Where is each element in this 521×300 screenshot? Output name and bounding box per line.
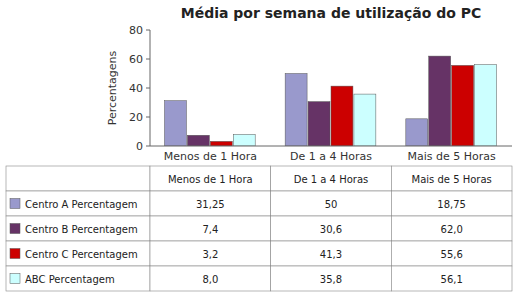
- table-value: 41,3: [320, 249, 342, 260]
- x-axis-line: [150, 146, 512, 147]
- y-tick-label: 40: [129, 82, 143, 95]
- y-tick-label: 0: [136, 140, 143, 153]
- legend-swatch: [10, 199, 20, 209]
- y-axis-line: [150, 30, 151, 146]
- x-tick-label: Menos de 1 Hora: [164, 150, 257, 163]
- table-cell: [6, 241, 150, 266]
- data-table: Menos de 1 Hora De 1 a 4 Horas Mais de 5 H…: [6, 166, 512, 291]
- bar: [475, 65, 497, 146]
- table-cell: [391, 191, 512, 216]
- title: Média por semana de utilização do PC: [181, 5, 481, 21]
- bar: [210, 141, 232, 146]
- table-value: 50: [325, 199, 338, 210]
- bar: [308, 102, 330, 146]
- table-cell: [271, 241, 392, 266]
- table-value: 18,75: [437, 199, 466, 210]
- bar: [331, 86, 353, 146]
- table-value: 56,1: [441, 274, 463, 285]
- table-cell: [6, 191, 150, 216]
- table-value: 7,4: [202, 224, 218, 235]
- bars: [164, 56, 496, 146]
- x-tick-label: Mais de 5 Horas: [408, 150, 497, 163]
- y-tick-label: 80: [129, 24, 143, 37]
- y-axis: 0 20 40 60 80: [129, 24, 150, 153]
- table-cell: [391, 266, 512, 291]
- bar: [452, 65, 474, 146]
- table-cell: [150, 191, 271, 216]
- table-cell: [271, 166, 392, 191]
- bar: [354, 94, 376, 146]
- table-value: 8,0: [202, 274, 218, 285]
- y-tick: [146, 146, 150, 147]
- table-header: Mais de 5 Horas: [412, 174, 492, 185]
- chart-container: Média por semana de utilização do PC 0 20 4…: [0, 0, 521, 300]
- table-header: De 1 a 4 Horas: [294, 174, 369, 185]
- legend-label: ABC Percentagem: [25, 274, 115, 285]
- table-cell: [391, 216, 512, 241]
- y-tick: [146, 117, 150, 118]
- table-cell: [391, 166, 512, 191]
- legend-label: Centro A Percentagem: [25, 199, 138, 210]
- x-tick-label: De 1 a 4 Horas: [290, 150, 372, 163]
- bar: [164, 101, 186, 146]
- legend-swatch: [10, 274, 20, 284]
- table-cell: [6, 266, 150, 291]
- table-cell: [150, 266, 271, 291]
- chart: Média por semana de utilização do PC 0 20 4…: [0, 0, 521, 300]
- table-value: 31,25: [196, 199, 225, 210]
- table-value: 30,6: [320, 224, 342, 235]
- table-value: 35,8: [320, 274, 342, 285]
- table-value: 55,6: [441, 249, 463, 260]
- table-value: 3,2: [202, 249, 218, 260]
- table-cell: [150, 216, 271, 241]
- table-value: 62,0: [441, 224, 463, 235]
- y-tick: [146, 30, 150, 31]
- bar: [187, 135, 209, 146]
- bar: [285, 74, 307, 147]
- bar: [429, 56, 451, 146]
- y-tick: [146, 59, 150, 60]
- bar: [233, 134, 255, 146]
- y-axis-label: Percentagens: [106, 50, 119, 125]
- table-cell: [150, 166, 271, 191]
- y-tick: [146, 88, 150, 89]
- legend-label: Centro B Percentagem: [25, 224, 138, 235]
- table-cell: [271, 191, 392, 216]
- y-tick-label: 20: [129, 111, 143, 124]
- table-cell: [391, 241, 512, 266]
- bar: [406, 119, 428, 146]
- table-cell: [271, 216, 392, 241]
- table-cell: [150, 241, 271, 266]
- table-cell: [271, 266, 392, 291]
- legend-swatch: [10, 249, 20, 259]
- legend-label: Centro C Percentagem: [25, 249, 138, 260]
- table-cell: [6, 216, 150, 241]
- legend-swatch: [10, 224, 20, 234]
- table-header: Menos de 1 Hora: [168, 174, 253, 185]
- table-cell: [6, 166, 150, 191]
- y-tick-label: 60: [129, 53, 143, 66]
